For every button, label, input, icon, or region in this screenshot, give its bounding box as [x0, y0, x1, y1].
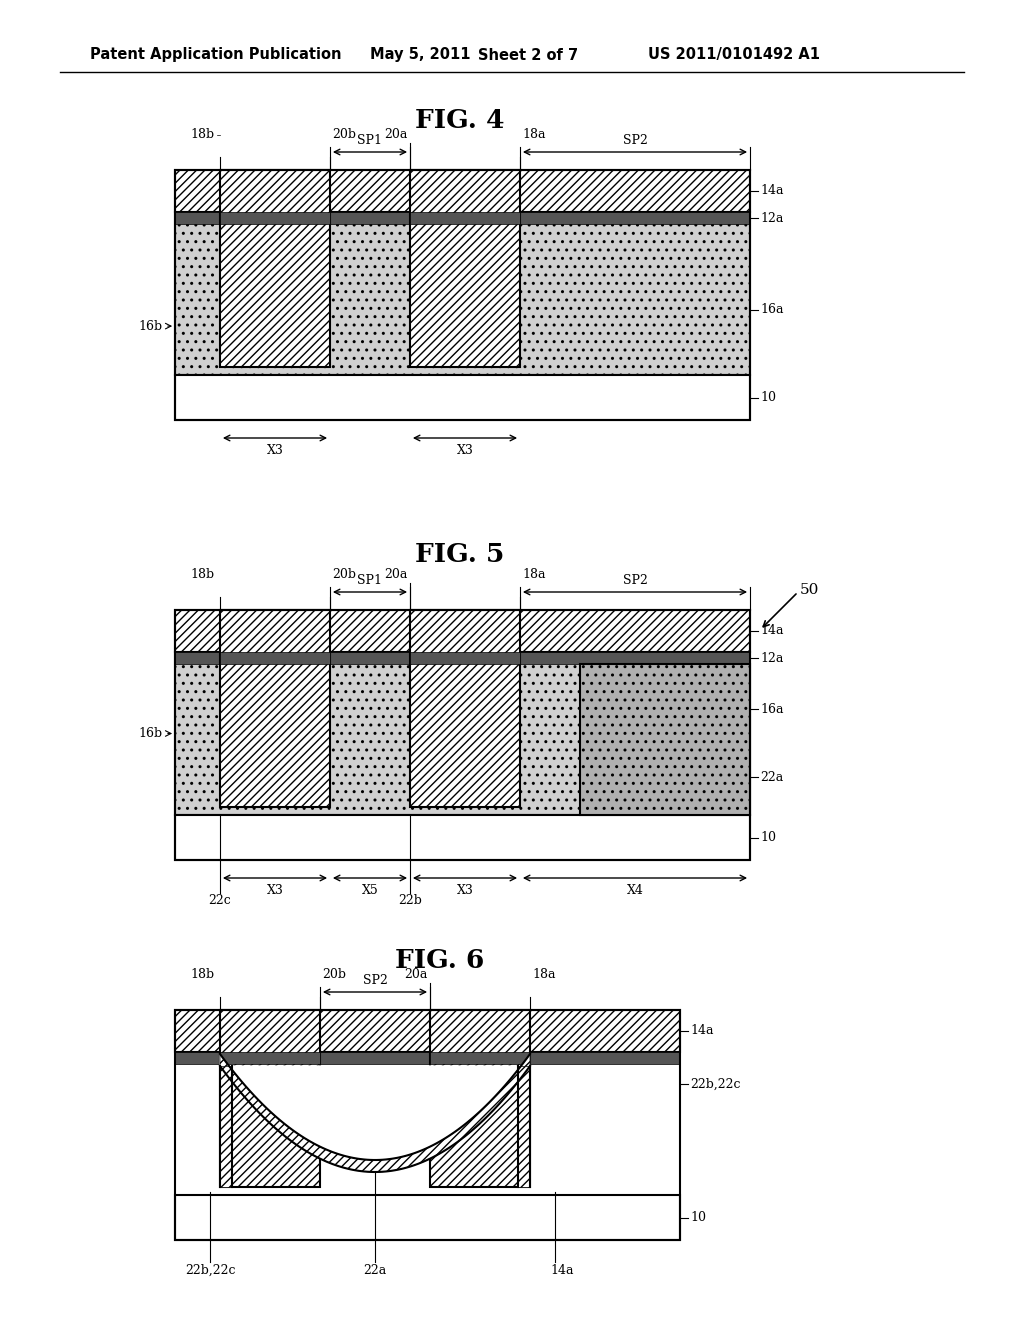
- Text: X3: X3: [457, 883, 473, 896]
- Text: 16a: 16a: [760, 304, 783, 317]
- Text: 10: 10: [760, 832, 776, 843]
- Bar: [518, 1067, 530, 1187]
- Bar: [220, 170, 330, 367]
- Text: FIG. 5: FIG. 5: [416, 543, 505, 568]
- Text: SP2: SP2: [623, 573, 647, 586]
- Text: FIG. 4: FIG. 4: [416, 107, 505, 132]
- Text: 20b: 20b: [322, 969, 346, 982]
- Text: X5: X5: [361, 883, 379, 896]
- Text: 22a: 22a: [364, 1263, 387, 1276]
- Bar: [175, 652, 750, 814]
- Bar: [220, 1067, 232, 1187]
- Polygon shape: [220, 1053, 530, 1160]
- Bar: [175, 610, 750, 861]
- Text: 16a: 16a: [760, 702, 783, 715]
- Bar: [175, 213, 750, 375]
- Text: 22b,22c: 22b,22c: [690, 1077, 740, 1090]
- Text: 16b: 16b: [139, 319, 163, 333]
- Bar: [175, 1010, 680, 1052]
- Text: 14a: 14a: [760, 185, 783, 198]
- Bar: [410, 610, 520, 807]
- Text: 22c: 22c: [209, 894, 231, 907]
- Text: 18a: 18a: [522, 569, 546, 582]
- Text: 20a: 20a: [385, 569, 408, 582]
- Bar: [580, 664, 750, 814]
- Text: 20a: 20a: [385, 128, 408, 141]
- Text: X4: X4: [627, 883, 643, 896]
- Text: 18a: 18a: [532, 969, 555, 982]
- Bar: [221, 664, 329, 807]
- Text: 14a: 14a: [690, 1024, 714, 1038]
- PathPatch shape: [220, 1053, 530, 1172]
- Text: 14a: 14a: [550, 1263, 573, 1276]
- Bar: [220, 652, 330, 664]
- Text: 22b,22c: 22b,22c: [184, 1263, 236, 1276]
- Text: Patent Application Publication: Patent Application Publication: [90, 48, 341, 62]
- Text: 16b: 16b: [139, 727, 163, 741]
- Text: 20b: 20b: [332, 569, 356, 582]
- Text: 10: 10: [760, 391, 776, 404]
- Text: 20b: 20b: [332, 128, 356, 141]
- Bar: [410, 213, 520, 224]
- Bar: [430, 1010, 530, 1187]
- Bar: [175, 170, 750, 420]
- Bar: [175, 213, 750, 224]
- Bar: [220, 1052, 319, 1064]
- Text: 14a: 14a: [760, 624, 783, 638]
- Bar: [410, 652, 520, 664]
- Text: 18a: 18a: [522, 128, 546, 141]
- Text: 50: 50: [800, 583, 819, 597]
- Text: SP1: SP1: [357, 133, 383, 147]
- Bar: [220, 610, 330, 807]
- Text: 10: 10: [690, 1210, 706, 1224]
- Text: SP1: SP1: [357, 573, 383, 586]
- Text: 18b: 18b: [190, 969, 215, 982]
- Bar: [175, 1010, 680, 1239]
- Bar: [175, 1052, 680, 1064]
- Text: SP2: SP2: [623, 133, 647, 147]
- Bar: [430, 1052, 530, 1064]
- Text: 12a: 12a: [760, 211, 783, 224]
- Text: FIG. 6: FIG. 6: [395, 948, 484, 973]
- Bar: [411, 224, 519, 367]
- Text: 18b: 18b: [190, 569, 215, 582]
- Text: SP2: SP2: [362, 974, 387, 986]
- Bar: [175, 170, 750, 213]
- Bar: [175, 1195, 680, 1239]
- Bar: [220, 1010, 319, 1187]
- Text: X3: X3: [457, 444, 473, 457]
- Text: May 5, 2011: May 5, 2011: [370, 48, 470, 62]
- Bar: [221, 224, 329, 367]
- Bar: [175, 610, 750, 652]
- Text: 12a: 12a: [760, 652, 783, 664]
- Bar: [410, 170, 520, 367]
- Bar: [411, 664, 519, 807]
- Text: US 2011/0101492 A1: US 2011/0101492 A1: [648, 48, 820, 62]
- Bar: [175, 652, 750, 664]
- Bar: [175, 375, 750, 420]
- Text: Sheet 2 of 7: Sheet 2 of 7: [478, 48, 579, 62]
- Text: X3: X3: [266, 883, 284, 896]
- Text: 22a: 22a: [760, 771, 783, 784]
- Text: 22b: 22b: [398, 894, 422, 907]
- Bar: [175, 814, 750, 861]
- Bar: [220, 213, 330, 224]
- Text: 20a: 20a: [404, 969, 428, 982]
- Text: 18b: 18b: [190, 128, 215, 141]
- Text: X3: X3: [266, 444, 284, 457]
